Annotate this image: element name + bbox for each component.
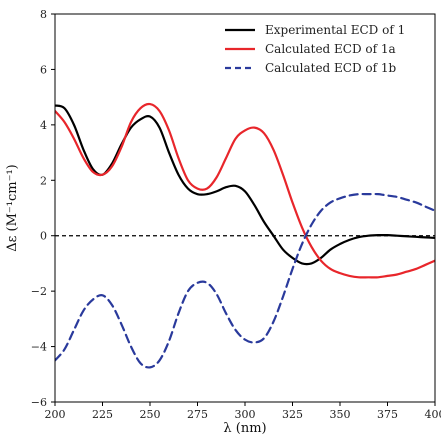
legend-label-2: Calculated ECD of 1a: [265, 42, 396, 56]
x-tick-label: 250: [140, 408, 161, 421]
x-tick-label: 375: [377, 408, 398, 421]
legend-label-3: Calculated ECD of 1b: [265, 61, 397, 75]
x-tick-label: 400: [425, 408, 441, 421]
x-tick-label: 300: [235, 408, 256, 421]
x-tick-label: 325: [282, 408, 303, 421]
series-layer: [55, 102, 435, 369]
y-axis-title: Δε (M⁻¹cm⁻¹): [5, 164, 20, 251]
x-tick-label: 350: [330, 408, 351, 421]
axes: 200 225 250 275 300 325 350 375 400 −6 −4 −2 0 2 4 6 8 λ …: [5, 8, 441, 436]
series-line-2: [55, 102, 435, 279]
y-tick-label: −2: [31, 285, 47, 298]
y-tick-label: −6: [31, 396, 47, 409]
y-tick-label: 0: [40, 230, 47, 243]
y-tick-label: −4: [31, 341, 47, 354]
legend: Experimental ECD of 1 Calculated ECD of 1…: [225, 23, 405, 75]
y-tick-label: 4: [40, 119, 47, 132]
series-line-3: [55, 192, 435, 369]
y-tick-label: 6: [40, 63, 47, 76]
x-axis-title: λ (nm): [223, 421, 266, 436]
x-tick-label: 275: [187, 408, 208, 421]
legend-label-1: Experimental ECD of 1: [265, 23, 405, 37]
x-tick-label: 225: [92, 408, 113, 421]
y-tick-label: 8: [40, 8, 47, 21]
y-tick-label: 2: [40, 174, 47, 187]
series-line-1: [55, 104, 435, 266]
x-tick-label: 200: [45, 408, 66, 421]
